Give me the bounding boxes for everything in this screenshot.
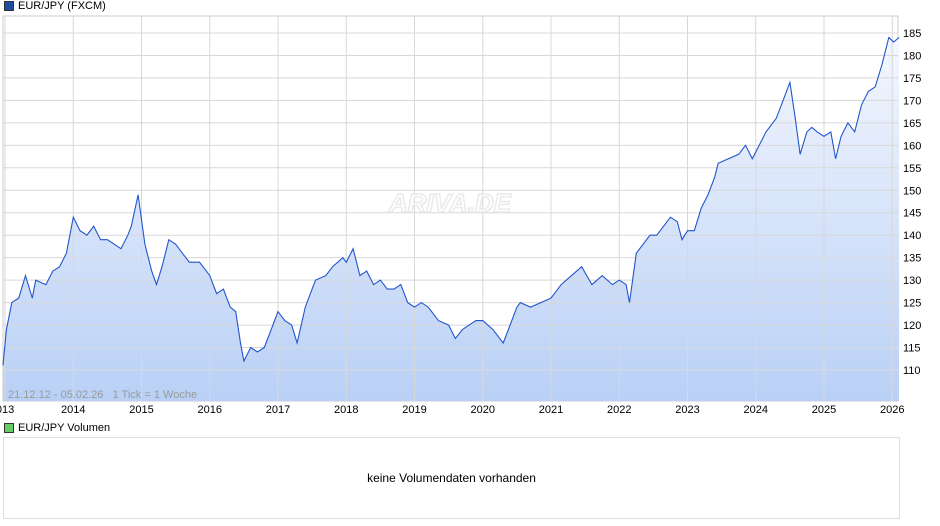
x-tick-label: 2026 xyxy=(880,404,904,416)
price-area xyxy=(2,37,900,401)
y-tick-label: 125 xyxy=(903,298,921,310)
x-tick-label: 2016 xyxy=(198,404,222,416)
x-tick-label: 2024 xyxy=(744,404,768,416)
price-line xyxy=(2,36,900,366)
y-tick-label: 140 xyxy=(903,230,921,242)
watermark-logo: ARIVA.DE xyxy=(388,188,512,218)
volume-legend: EUR/JPY Volumen xyxy=(4,422,110,434)
x-tick-label: 2015 xyxy=(129,404,153,416)
x-tick-label: 2014 xyxy=(61,404,85,416)
y-tick-label: 120 xyxy=(903,320,921,332)
volume-panel: keine Volumendaten vorhanden xyxy=(3,437,900,519)
volume-empty-message: keine Volumendaten vorhanden xyxy=(367,471,536,485)
y-tick-label: 110 xyxy=(903,365,921,377)
x-tick-label: 2019 xyxy=(402,404,426,416)
x-tick-label: 2018 xyxy=(334,404,358,416)
volume-legend-label: EUR/JPY Volumen xyxy=(18,422,111,434)
x-tick-label: 2023 xyxy=(675,404,699,416)
y-tick-label: 170 xyxy=(903,95,921,107)
x-tick-label: 2021 xyxy=(539,404,563,416)
price-chart: 110 115 120 125 130 135 140 145 150 155 160 165 170 1… xyxy=(0,15,921,416)
y-tick-label: 150 xyxy=(903,185,921,197)
x-tick-label: 2025 xyxy=(812,404,836,416)
y-tick-label: 165 xyxy=(903,118,921,130)
volume-legend-swatch xyxy=(4,423,14,433)
price-legend-label: EUR/JPY (FXCM) xyxy=(18,0,106,12)
y-tick-label: 175 xyxy=(903,73,921,85)
date-range-label: 21.12.12 - 05.02.26 1 Tick = 1 Woche xyxy=(8,389,197,401)
x-tick-label: 2020 xyxy=(471,404,495,416)
x-tick-label: 013 xyxy=(0,404,14,416)
price-legend-swatch xyxy=(4,1,14,11)
y-tick-label: 180 xyxy=(903,50,921,62)
x-tick-label: 2022 xyxy=(607,404,631,416)
y-tick-label: 145 xyxy=(903,208,921,220)
price-legend: EUR/JPY (FXCM) xyxy=(4,0,106,12)
y-tick-label: 115 xyxy=(903,343,921,355)
y-tick-label: 135 xyxy=(903,253,921,265)
x-tick-label: 2017 xyxy=(266,404,290,416)
y-tick-label: 155 xyxy=(903,163,921,175)
y-tick-label: 160 xyxy=(903,140,921,152)
y-tick-label: 185 xyxy=(903,28,921,40)
y-tick-label: 130 xyxy=(903,275,921,287)
